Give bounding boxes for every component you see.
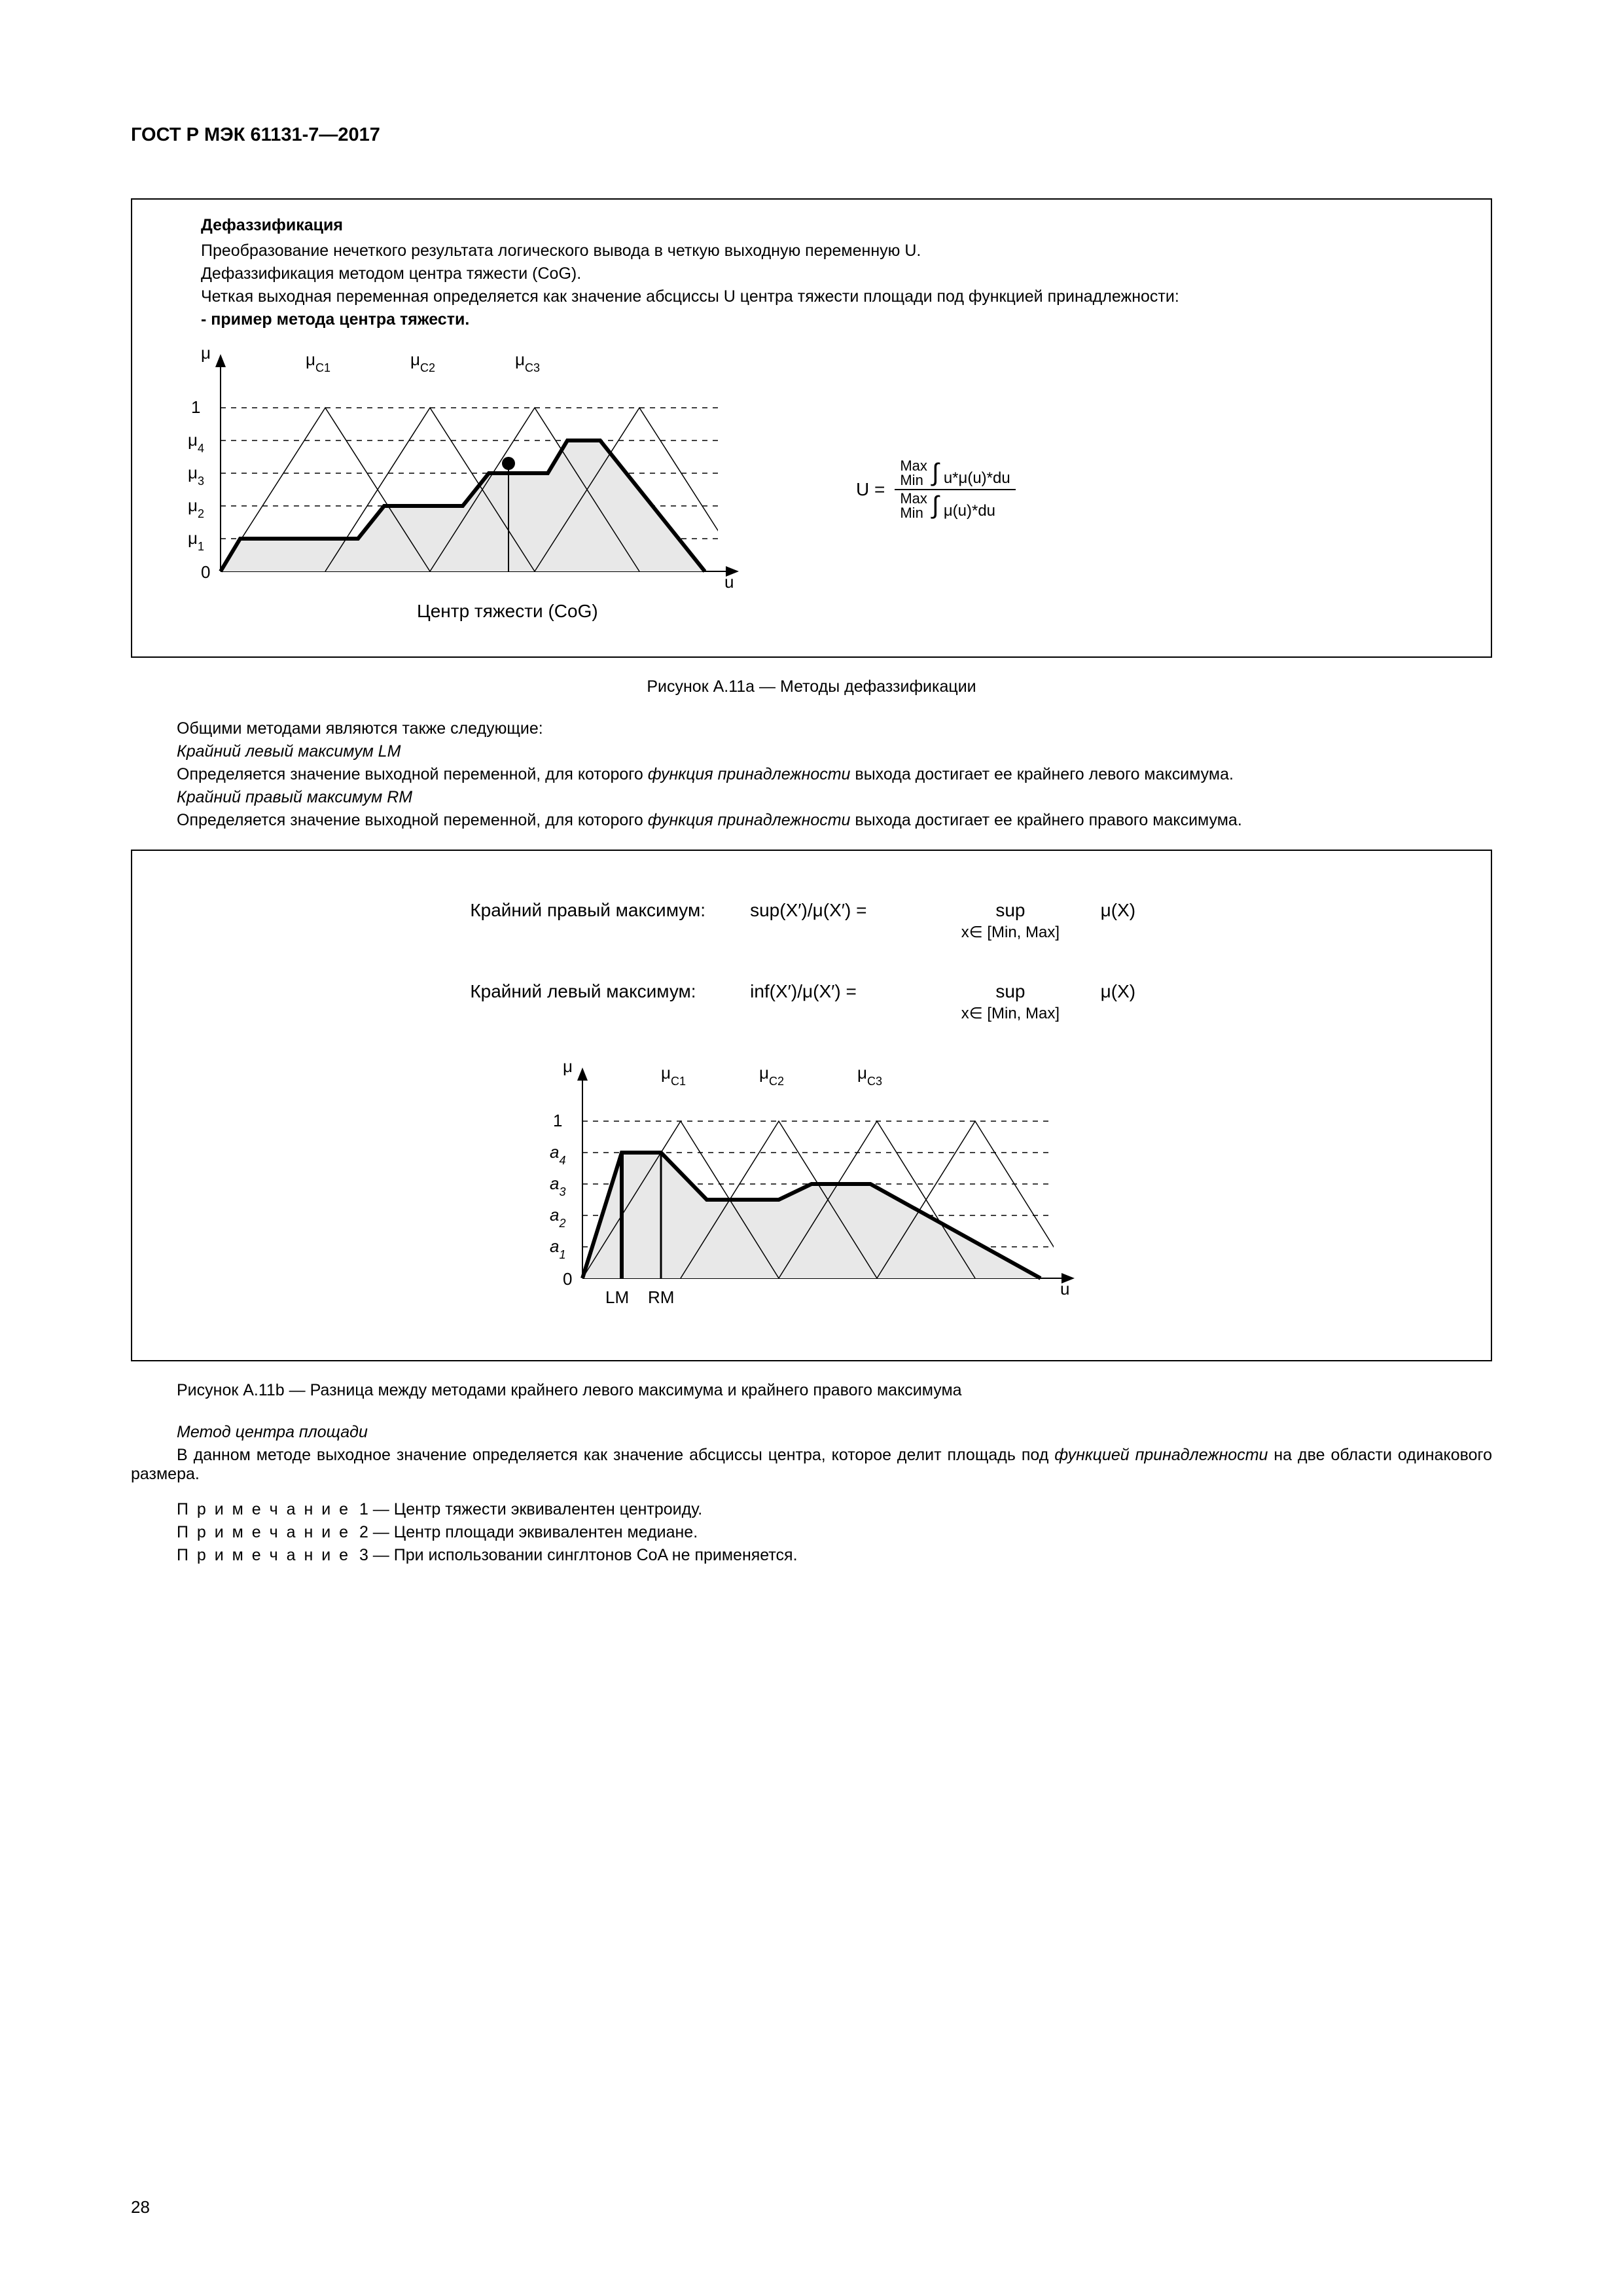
box-defuzzification: Дефаззификация Преобразование нечеткого … xyxy=(131,198,1492,658)
mid-p1: Общими методами являются также следующие… xyxy=(131,719,1492,738)
box1-p4: - пример метода центра тяжести. xyxy=(201,310,1468,329)
svg-text:μ: μ xyxy=(563,1056,573,1076)
svg-text:μ3: μ3 xyxy=(188,463,204,488)
svg-text:0: 0 xyxy=(201,562,210,582)
mid-p4: Крайний правый максимум RM xyxy=(131,788,1492,807)
method-body: В данном методе выходное значение опреде… xyxy=(131,1446,1492,1484)
svg-text:1: 1 xyxy=(191,397,200,417)
svg-text:μC1: μC1 xyxy=(661,1063,686,1088)
diagram-a11a: μ u 0 1 μ4 μ3 μ2 μ1 μC1 μC2 μC3 Центр тя… xyxy=(155,342,842,637)
svg-text:0: 0 xyxy=(563,1269,572,1289)
svg-text:u: u xyxy=(724,572,734,592)
box-max-methods: Крайний правый максимум: sup(X′)/μ(X′) =… xyxy=(131,850,1492,1361)
svg-text:μ4: μ4 xyxy=(188,430,204,455)
svg-text:LM: LM xyxy=(605,1287,629,1307)
mid-p3: Определяется значение выходной переменно… xyxy=(131,765,1492,784)
box1-p3: Четкая выходная переменная определяется … xyxy=(201,287,1468,306)
caption-a11b: Рисунок А.11b — Разница между методами к… xyxy=(177,1381,1492,1400)
doc-header: ГОСТ Р МЭК 61131-7—2017 xyxy=(131,124,1492,146)
notes: П р и м е ч а н и е 1 — Центр тяжести эк… xyxy=(131,1500,1492,1565)
diagram-a11b: μ u 0 1 a4 a3 a2 a1 μC1 μC2 μC3 LM RM xyxy=(517,1049,1106,1337)
svg-text:μC1: μC1 xyxy=(306,350,330,374)
mid-p2: Крайний левый максимум LM xyxy=(131,742,1492,761)
svg-text:1: 1 xyxy=(553,1111,562,1130)
formula-rm: Крайний правый максимум: sup(X′)/μ(X′) =… xyxy=(155,900,1468,942)
svg-text:a4: a4 xyxy=(550,1142,565,1167)
caption-a11a: Рисунок А.11a — Методы дефаззификации xyxy=(131,677,1492,696)
box1-title: Дефаззификация xyxy=(201,216,1468,235)
svg-text:μC2: μC2 xyxy=(759,1063,784,1088)
svg-text:μC3: μC3 xyxy=(857,1063,882,1088)
svg-text:μ: μ xyxy=(201,343,211,363)
svg-text:μ1: μ1 xyxy=(188,528,204,553)
page-number: 28 xyxy=(131,2197,150,2217)
svg-text:a3: a3 xyxy=(550,1174,565,1198)
svg-text:u: u xyxy=(1060,1279,1069,1299)
mid-paras: Общими методами являются также следующие… xyxy=(131,719,1492,830)
formula-lm: Крайний левый максимум: inf(X′)/μ(X′) = … xyxy=(155,981,1468,1023)
box1-p2: Дефаззификация методом центра тяжести (C… xyxy=(201,264,1468,283)
svg-text:Центр тяжести (CoG): Центр тяжести (CoG) xyxy=(417,601,598,621)
svg-text:a1: a1 xyxy=(550,1236,565,1261)
svg-text:a2: a2 xyxy=(550,1205,565,1230)
svg-text:RM: RM xyxy=(648,1287,674,1307)
mid-p5: Определяется значение выходной переменно… xyxy=(131,811,1492,830)
box1-p1: Преобразование нечеткого результата логи… xyxy=(201,242,1468,260)
svg-text:μC3: μC3 xyxy=(515,350,540,374)
svg-text:μC2: μC2 xyxy=(410,350,435,374)
cog-formula: U = Max Min ∫ u*μ(u)*du xyxy=(855,457,1016,522)
method-title: Метод центра площади xyxy=(131,1423,1492,1442)
svg-text:μ2: μ2 xyxy=(188,495,204,520)
